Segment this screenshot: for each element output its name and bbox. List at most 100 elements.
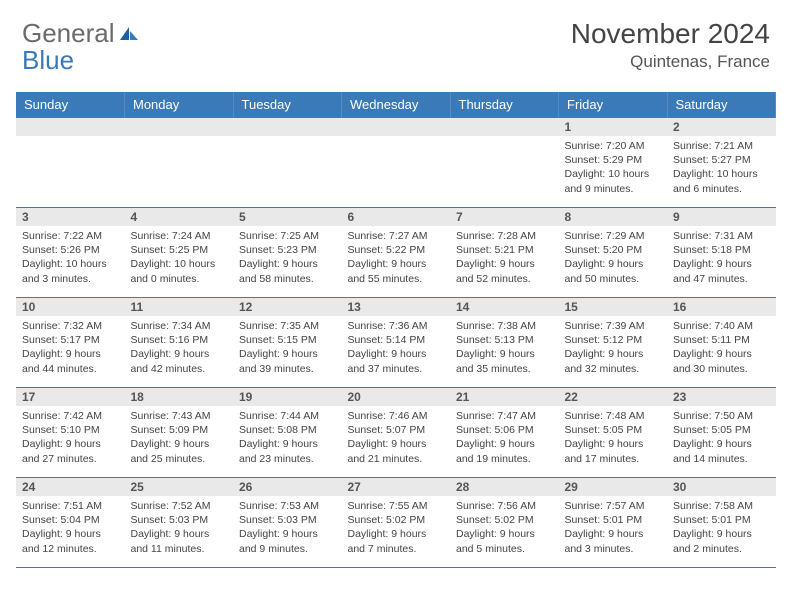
day-number bbox=[125, 118, 234, 136]
sunrise-text: Sunrise: 7:53 AM bbox=[239, 499, 336, 513]
daylight-text: Daylight: 9 hours and 55 minutes. bbox=[348, 257, 445, 285]
day-cell bbox=[125, 118, 234, 208]
brand-logo: GeneralBlue bbox=[22, 18, 140, 76]
daylight-text: Daylight: 9 hours and 27 minutes. bbox=[22, 437, 119, 465]
sunset-text: Sunset: 5:06 PM bbox=[456, 423, 553, 437]
sunrise-text: Sunrise: 7:57 AM bbox=[565, 499, 662, 513]
daylight-text: Daylight: 9 hours and 11 minutes. bbox=[131, 527, 228, 555]
day-cell: 18Sunrise: 7:43 AMSunset: 5:09 PMDayligh… bbox=[125, 388, 234, 478]
sunrise-text: Sunrise: 7:43 AM bbox=[131, 409, 228, 423]
title-block: November 2024 Quintenas, France bbox=[571, 18, 770, 72]
day-number bbox=[450, 118, 559, 136]
col-thursday: Thursday bbox=[450, 92, 559, 118]
day-info: Sunrise: 7:40 AMSunset: 5:11 PMDaylight:… bbox=[667, 316, 776, 381]
sunrise-text: Sunrise: 7:44 AM bbox=[239, 409, 336, 423]
sunrise-text: Sunrise: 7:56 AM bbox=[456, 499, 553, 513]
day-number: 17 bbox=[16, 388, 125, 406]
day-cell: 6Sunrise: 7:27 AMSunset: 5:22 PMDaylight… bbox=[342, 208, 451, 298]
day-info: Sunrise: 7:20 AMSunset: 5:29 PMDaylight:… bbox=[559, 136, 668, 201]
day-info: Sunrise: 7:31 AMSunset: 5:18 PMDaylight:… bbox=[667, 226, 776, 291]
sunrise-text: Sunrise: 7:38 AM bbox=[456, 319, 553, 333]
day-cell: 4Sunrise: 7:24 AMSunset: 5:25 PMDaylight… bbox=[125, 208, 234, 298]
sunset-text: Sunset: 5:01 PM bbox=[673, 513, 770, 527]
day-info: Sunrise: 7:29 AMSunset: 5:20 PMDaylight:… bbox=[559, 226, 668, 291]
brand-sail-icon bbox=[118, 18, 140, 49]
week-row: 1Sunrise: 7:20 AMSunset: 5:29 PMDaylight… bbox=[16, 118, 776, 208]
day-info: Sunrise: 7:57 AMSunset: 5:01 PMDaylight:… bbox=[559, 496, 668, 561]
day-info: Sunrise: 7:34 AMSunset: 5:16 PMDaylight:… bbox=[125, 316, 234, 381]
daylight-text: Daylight: 9 hours and 21 minutes. bbox=[348, 437, 445, 465]
sunrise-text: Sunrise: 7:32 AM bbox=[22, 319, 119, 333]
day-info: Sunrise: 7:36 AMSunset: 5:14 PMDaylight:… bbox=[342, 316, 451, 381]
day-info: Sunrise: 7:38 AMSunset: 5:13 PMDaylight:… bbox=[450, 316, 559, 381]
daylight-text: Daylight: 9 hours and 50 minutes. bbox=[565, 257, 662, 285]
daylight-text: Daylight: 10 hours and 6 minutes. bbox=[673, 167, 770, 195]
sunrise-text: Sunrise: 7:42 AM bbox=[22, 409, 119, 423]
sunrise-text: Sunrise: 7:39 AM bbox=[565, 319, 662, 333]
sunrise-text: Sunrise: 7:24 AM bbox=[131, 229, 228, 243]
daylight-text: Daylight: 9 hours and 42 minutes. bbox=[131, 347, 228, 375]
sunrise-text: Sunrise: 7:50 AM bbox=[673, 409, 770, 423]
day-cell bbox=[342, 118, 451, 208]
sunset-text: Sunset: 5:09 PM bbox=[131, 423, 228, 437]
day-cell: 2Sunrise: 7:21 AMSunset: 5:27 PMDaylight… bbox=[667, 118, 776, 208]
daylight-text: Daylight: 9 hours and 30 minutes. bbox=[673, 347, 770, 375]
sunset-text: Sunset: 5:15 PM bbox=[239, 333, 336, 347]
daylight-text: Daylight: 9 hours and 19 minutes. bbox=[456, 437, 553, 465]
daylight-text: Daylight: 9 hours and 25 minutes. bbox=[131, 437, 228, 465]
day-number: 1 bbox=[559, 118, 668, 136]
sunset-text: Sunset: 5:08 PM bbox=[239, 423, 336, 437]
daylight-text: Daylight: 9 hours and 35 minutes. bbox=[456, 347, 553, 375]
day-number bbox=[16, 118, 125, 136]
sunrise-text: Sunrise: 7:29 AM bbox=[565, 229, 662, 243]
sunset-text: Sunset: 5:12 PM bbox=[565, 333, 662, 347]
sunrise-text: Sunrise: 7:25 AM bbox=[239, 229, 336, 243]
daylight-text: Daylight: 9 hours and 9 minutes. bbox=[239, 527, 336, 555]
day-info: Sunrise: 7:51 AMSunset: 5:04 PMDaylight:… bbox=[16, 496, 125, 561]
daylight-text: Daylight: 10 hours and 3 minutes. bbox=[22, 257, 119, 285]
day-cell: 27Sunrise: 7:55 AMSunset: 5:02 PMDayligh… bbox=[342, 478, 451, 568]
sunrise-text: Sunrise: 7:46 AM bbox=[348, 409, 445, 423]
sunrise-text: Sunrise: 7:51 AM bbox=[22, 499, 119, 513]
daylight-text: Daylight: 9 hours and 58 minutes. bbox=[239, 257, 336, 285]
day-cell bbox=[450, 118, 559, 208]
daylight-text: Daylight: 9 hours and 14 minutes. bbox=[673, 437, 770, 465]
daylight-text: Daylight: 9 hours and 52 minutes. bbox=[456, 257, 553, 285]
day-cell: 1Sunrise: 7:20 AMSunset: 5:29 PMDaylight… bbox=[559, 118, 668, 208]
sunset-text: Sunset: 5:13 PM bbox=[456, 333, 553, 347]
day-cell: 10Sunrise: 7:32 AMSunset: 5:17 PMDayligh… bbox=[16, 298, 125, 388]
daylight-text: Daylight: 9 hours and 32 minutes. bbox=[565, 347, 662, 375]
day-number: 21 bbox=[450, 388, 559, 406]
day-info: Sunrise: 7:46 AMSunset: 5:07 PMDaylight:… bbox=[342, 406, 451, 471]
day-cell: 19Sunrise: 7:44 AMSunset: 5:08 PMDayligh… bbox=[233, 388, 342, 478]
daylight-text: Daylight: 10 hours and 0 minutes. bbox=[131, 257, 228, 285]
sunset-text: Sunset: 5:01 PM bbox=[565, 513, 662, 527]
day-cell: 26Sunrise: 7:53 AMSunset: 5:03 PMDayligh… bbox=[233, 478, 342, 568]
day-number: 9 bbox=[667, 208, 776, 226]
col-tuesday: Tuesday bbox=[233, 92, 342, 118]
daylight-text: Daylight: 9 hours and 37 minutes. bbox=[348, 347, 445, 375]
day-info: Sunrise: 7:39 AMSunset: 5:12 PMDaylight:… bbox=[559, 316, 668, 381]
week-row: 3Sunrise: 7:22 AMSunset: 5:26 PMDaylight… bbox=[16, 208, 776, 298]
day-cell: 16Sunrise: 7:40 AMSunset: 5:11 PMDayligh… bbox=[667, 298, 776, 388]
day-number: 7 bbox=[450, 208, 559, 226]
sunset-text: Sunset: 5:20 PM bbox=[565, 243, 662, 257]
col-friday: Friday bbox=[559, 92, 668, 118]
sunrise-text: Sunrise: 7:20 AM bbox=[565, 139, 662, 153]
sunset-text: Sunset: 5:17 PM bbox=[22, 333, 119, 347]
day-info: Sunrise: 7:24 AMSunset: 5:25 PMDaylight:… bbox=[125, 226, 234, 291]
daylight-text: Daylight: 9 hours and 47 minutes. bbox=[673, 257, 770, 285]
day-number: 23 bbox=[667, 388, 776, 406]
day-info: Sunrise: 7:52 AMSunset: 5:03 PMDaylight:… bbox=[125, 496, 234, 561]
col-sunday: Sunday bbox=[16, 92, 125, 118]
sunset-text: Sunset: 5:25 PM bbox=[131, 243, 228, 257]
sunrise-text: Sunrise: 7:52 AM bbox=[131, 499, 228, 513]
day-cell: 12Sunrise: 7:35 AMSunset: 5:15 PMDayligh… bbox=[233, 298, 342, 388]
day-info: Sunrise: 7:21 AMSunset: 5:27 PMDaylight:… bbox=[667, 136, 776, 201]
day-info: Sunrise: 7:42 AMSunset: 5:10 PMDaylight:… bbox=[16, 406, 125, 471]
day-info: Sunrise: 7:27 AMSunset: 5:22 PMDaylight:… bbox=[342, 226, 451, 291]
sunset-text: Sunset: 5:26 PM bbox=[22, 243, 119, 257]
page-header: GeneralBlue November 2024 Quintenas, Fra… bbox=[0, 0, 792, 84]
sunrise-text: Sunrise: 7:47 AM bbox=[456, 409, 553, 423]
day-number: 30 bbox=[667, 478, 776, 496]
